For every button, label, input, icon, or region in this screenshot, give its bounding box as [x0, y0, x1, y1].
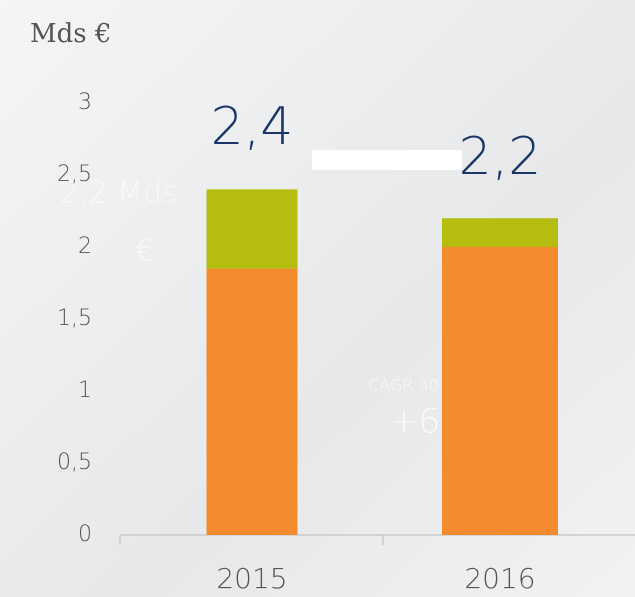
watermark: € [135, 234, 154, 269]
x-tick-label: 2015 [216, 562, 287, 595]
total-label: 2,4 [211, 97, 294, 157]
bar-segment [442, 218, 558, 247]
watermark: CAGR 30 a [368, 376, 454, 395]
x-tick-label: 2016 [464, 562, 535, 595]
y-tick-label: 0 [78, 522, 92, 547]
y-tick-label: 2,5 [57, 162, 92, 187]
bar-segment [206, 189, 298, 269]
decor-bar [312, 150, 462, 170]
watermark: 2,2 Mds [60, 176, 178, 211]
bar-segment [206, 268, 298, 535]
y-tick-label: 3 [78, 90, 92, 115]
y-tick-label: 1,5 [57, 306, 92, 331]
y-axis-label: Mds € [30, 19, 111, 49]
y-tick-label: 1 [78, 378, 92, 403]
total-label: 2,2 [459, 127, 542, 187]
y-tick-label: 2 [78, 234, 92, 259]
y-tick-label: 0,5 [57, 450, 92, 475]
bar-segment [442, 247, 558, 535]
